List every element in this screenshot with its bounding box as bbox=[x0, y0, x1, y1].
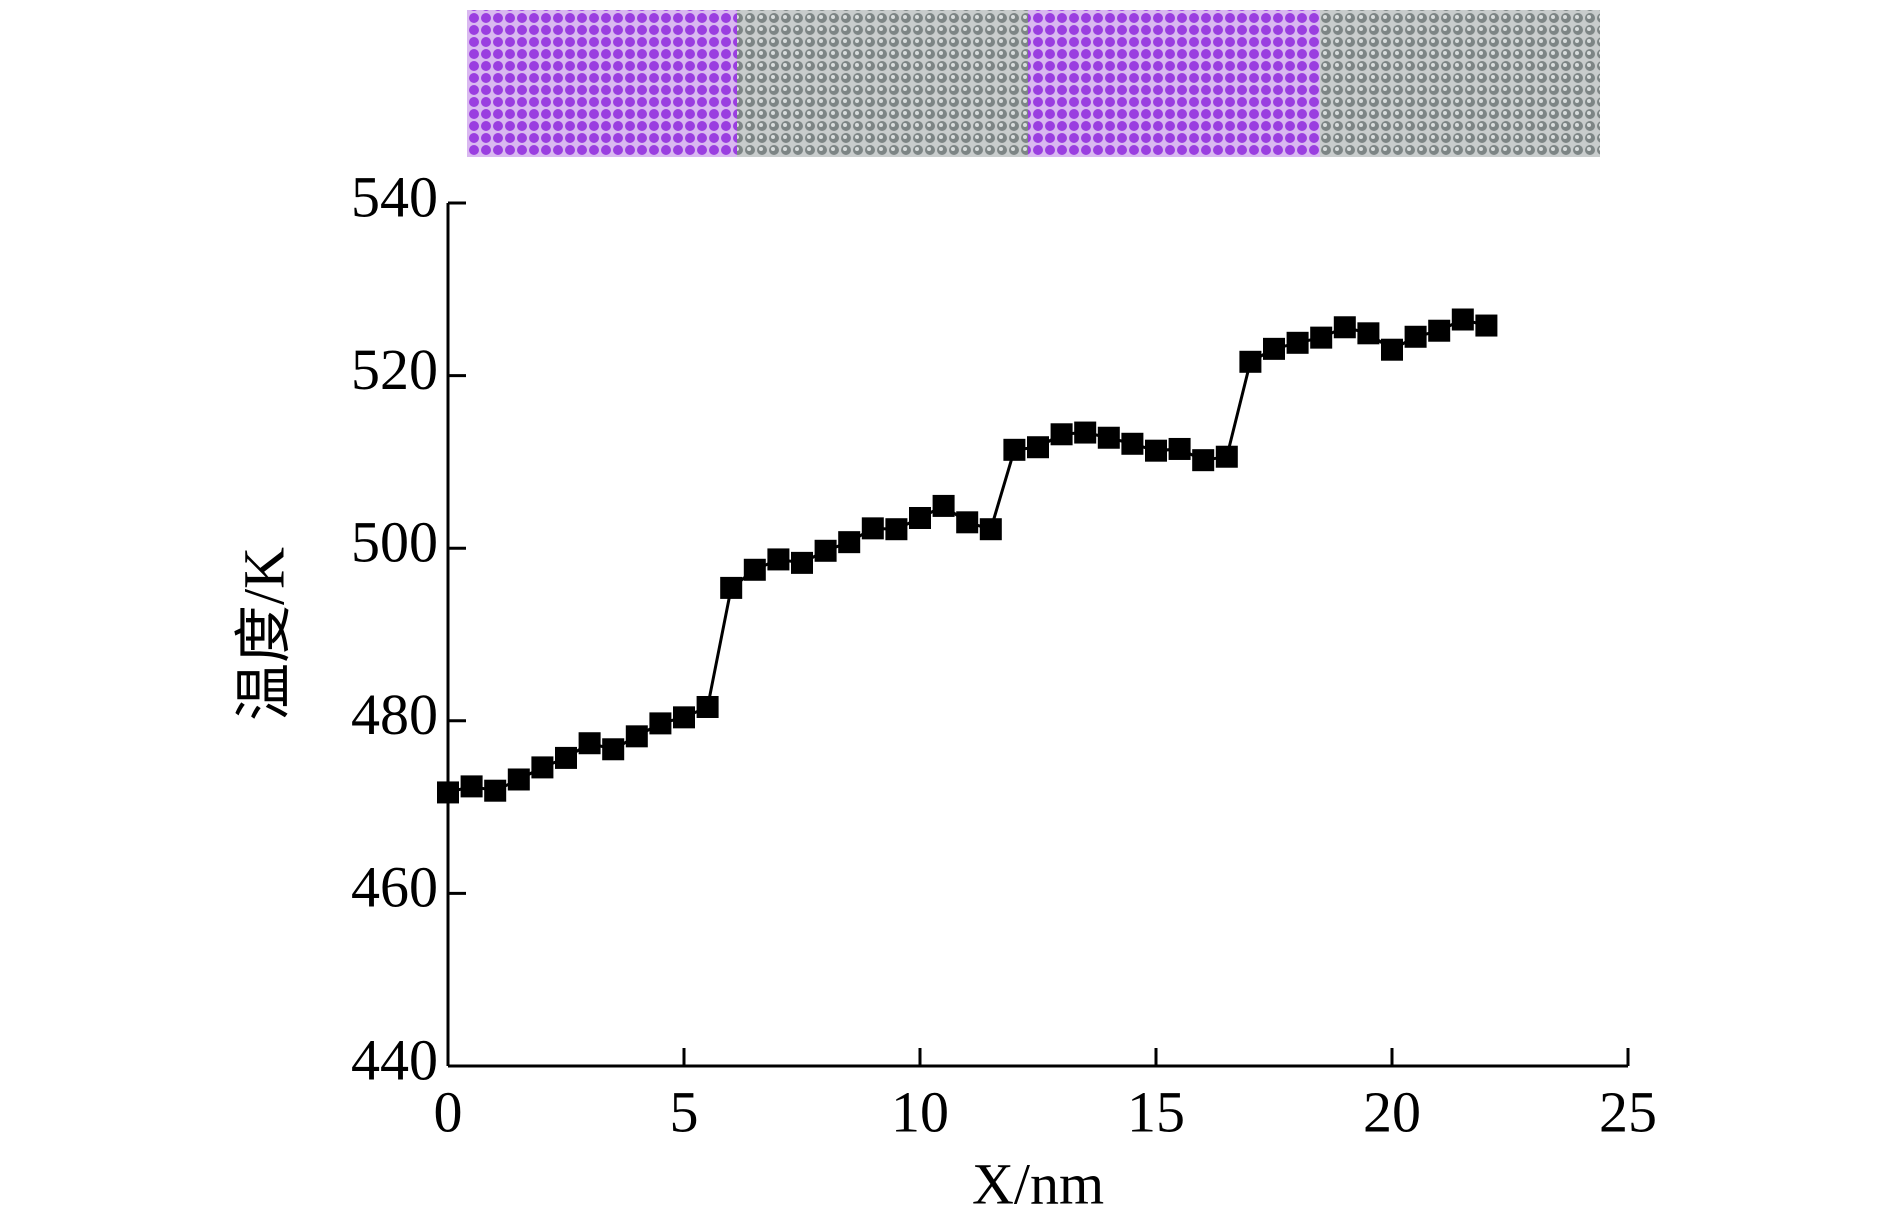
data-point bbox=[791, 551, 813, 574]
data-point bbox=[673, 706, 695, 729]
data-point bbox=[1192, 449, 1215, 472]
data-point bbox=[1310, 326, 1333, 349]
data-point bbox=[1003, 438, 1026, 461]
data-point bbox=[1357, 322, 1380, 345]
y-tick-label: 540 bbox=[351, 164, 438, 229]
data-point bbox=[578, 732, 601, 755]
y-tick-label: 480 bbox=[351, 682, 438, 747]
data-point bbox=[956, 511, 979, 534]
data-point bbox=[460, 775, 483, 798]
data-point bbox=[696, 695, 719, 718]
x-tick-label: 20 bbox=[1363, 1079, 1421, 1144]
data-point bbox=[743, 558, 766, 581]
data-point bbox=[1404, 325, 1427, 348]
data-point bbox=[1451, 308, 1474, 331]
data-point bbox=[1428, 319, 1451, 342]
data-point bbox=[1074, 421, 1097, 444]
x-tick-label: 15 bbox=[1127, 1079, 1185, 1144]
y-tick-label: 440 bbox=[351, 1027, 438, 1092]
x-tick-label: 25 bbox=[1599, 1079, 1657, 1144]
data-point bbox=[720, 576, 743, 599]
data-point bbox=[1215, 445, 1238, 468]
data-point bbox=[1097, 426, 1120, 449]
x-axis-label: X/nm bbox=[972, 1151, 1104, 1208]
data-point bbox=[1050, 423, 1073, 446]
data-point bbox=[932, 494, 955, 517]
data-point bbox=[1027, 436, 1049, 459]
x-tick-label: 10 bbox=[891, 1079, 949, 1144]
atom-strip bbox=[467, 10, 1600, 157]
data-point bbox=[625, 725, 648, 748]
data-point bbox=[484, 779, 507, 802]
data-point bbox=[531, 756, 554, 779]
data-point bbox=[909, 506, 931, 529]
x-tick-label: 5 bbox=[670, 1079, 699, 1144]
data-point bbox=[1168, 437, 1191, 460]
data-point bbox=[649, 712, 672, 735]
data-point bbox=[1381, 338, 1403, 361]
data-point bbox=[602, 738, 625, 761]
data-point bbox=[861, 517, 884, 540]
data-point bbox=[1239, 350, 1262, 373]
y-axis-label: 温度/K bbox=[231, 547, 296, 721]
data-point bbox=[507, 768, 530, 791]
y-tick-label: 460 bbox=[351, 855, 438, 920]
data-point bbox=[838, 531, 861, 554]
data-point bbox=[885, 518, 908, 541]
x-tick-label: 0 bbox=[434, 1079, 463, 1144]
y-tick-label: 500 bbox=[351, 510, 438, 575]
data-point bbox=[1263, 337, 1285, 360]
y-tick-label: 520 bbox=[351, 337, 438, 402]
data-point bbox=[1121, 432, 1144, 455]
data-line bbox=[447, 317, 1487, 794]
data-point bbox=[1286, 331, 1309, 354]
data-point bbox=[979, 518, 1002, 541]
data-point bbox=[437, 781, 459, 804]
data-point bbox=[1145, 439, 1167, 462]
data-point bbox=[767, 548, 790, 571]
data-point bbox=[555, 746, 577, 769]
data-point bbox=[1333, 316, 1356, 339]
data-point bbox=[1475, 314, 1498, 337]
data-point bbox=[814, 539, 837, 562]
